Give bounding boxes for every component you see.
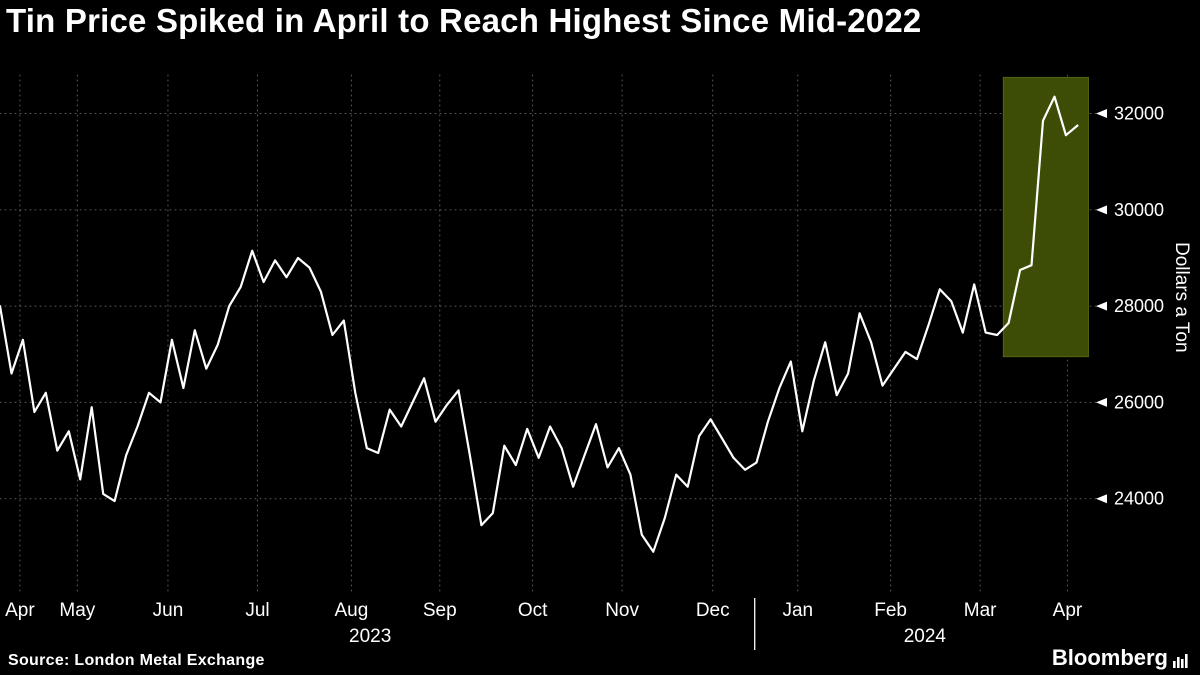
- chart-title: Tin Price Spiked in April to Reach Highe…: [6, 2, 922, 39]
- x-tick-label: May: [59, 600, 95, 621]
- x-tick-label: Jul: [245, 600, 269, 621]
- x-tick-label: Jun: [153, 600, 184, 621]
- bloomberg-wordmark: Bloomberg: [1051, 645, 1168, 670]
- x-tick-label: Apr: [1053, 600, 1083, 621]
- y-tick-arrow: [1096, 494, 1107, 504]
- bloomberg-chart-icon: [1173, 654, 1188, 668]
- y-tick-label: 28000: [1114, 296, 1164, 316]
- y-tick-label: 24000: [1114, 489, 1164, 509]
- highlight-box: [1002, 76, 1089, 358]
- x-tick-label: Dec: [696, 600, 730, 621]
- x-tick-label: Nov: [605, 600, 639, 621]
- x-tick-label: Sep: [423, 600, 457, 621]
- year-label: 2023: [349, 626, 391, 647]
- y-tick-label: 32000: [1114, 104, 1164, 124]
- y-axis-title: Dollars a Ton: [1171, 242, 1192, 353]
- x-tick-label: Jan: [782, 600, 813, 621]
- y-tick-arrow: [1096, 301, 1107, 311]
- source-note: Source: London Metal Exchange: [8, 652, 265, 669]
- x-tick-label: Oct: [518, 600, 548, 621]
- bloomberg-logo: Bloomberg: [1052, 645, 1188, 671]
- x-tick-label: Feb: [874, 600, 907, 621]
- y-tick-arrow: [1096, 109, 1107, 119]
- y-tick-label: 26000: [1114, 392, 1164, 412]
- x-tick-label: Mar: [964, 600, 997, 621]
- y-tick-arrow: [1096, 397, 1107, 407]
- x-tick-label: Aug: [334, 600, 368, 621]
- price-line: [0, 95, 1079, 553]
- y-tick-label: 30000: [1114, 200, 1164, 220]
- year-label: 2024: [904, 626, 947, 647]
- x-tick-label: Apr: [5, 600, 35, 621]
- y-tick-arrow: [1096, 205, 1107, 215]
